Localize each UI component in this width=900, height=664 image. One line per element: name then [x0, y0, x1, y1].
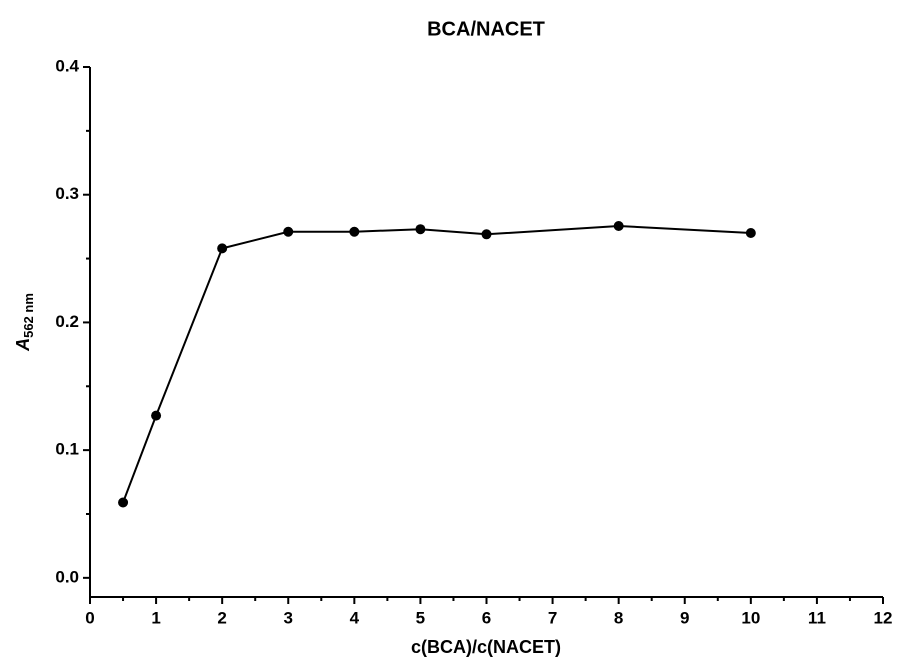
y-tick-label: 0.0 — [55, 567, 79, 586]
data-point — [118, 497, 129, 508]
data-point — [349, 226, 360, 237]
x-tick-label: 5 — [416, 608, 425, 627]
x-tick-label: 7 — [548, 608, 557, 627]
x-tick-label: 1 — [151, 608, 160, 627]
x-tick-label: 2 — [217, 608, 226, 627]
data-point — [217, 243, 228, 254]
y-label-symbol: A — [13, 338, 33, 352]
data-point — [415, 224, 426, 235]
y-label-subscript: 562 nm — [21, 293, 36, 338]
y-axis-label: A562 nm — [13, 293, 37, 352]
x-tick-label: 6 — [482, 608, 491, 627]
axis-line — [89, 67, 883, 598]
data-point — [613, 221, 624, 231]
x-tick-label: 11 — [808, 608, 826, 627]
x-tick-label: 9 — [680, 608, 689, 627]
chart-title: BCA/NACET — [427, 18, 545, 40]
y-tick-label: 0.3 — [55, 184, 79, 203]
x-tick-label: 4 — [350, 608, 360, 627]
series-line — [122, 224, 751, 503]
x-tick-label: 10 — [741, 608, 760, 627]
x-tick-label: 12 — [874, 608, 893, 627]
data-point — [481, 229, 492, 240]
data-point — [151, 410, 162, 421]
data-point — [745, 228, 756, 239]
y-tick-label: 0.2 — [55, 312, 79, 331]
x-tick-label: 0 — [85, 608, 94, 627]
x-tick-label: 8 — [614, 608, 623, 627]
x-axis-label: c(BCA)/c(NACET) — [411, 637, 561, 657]
y-tick-label: 0.1 — [55, 440, 79, 459]
x-tick-label: 3 — [284, 608, 293, 627]
data-point — [283, 226, 294, 237]
y-tick-label: 0.4 — [55, 56, 79, 75]
